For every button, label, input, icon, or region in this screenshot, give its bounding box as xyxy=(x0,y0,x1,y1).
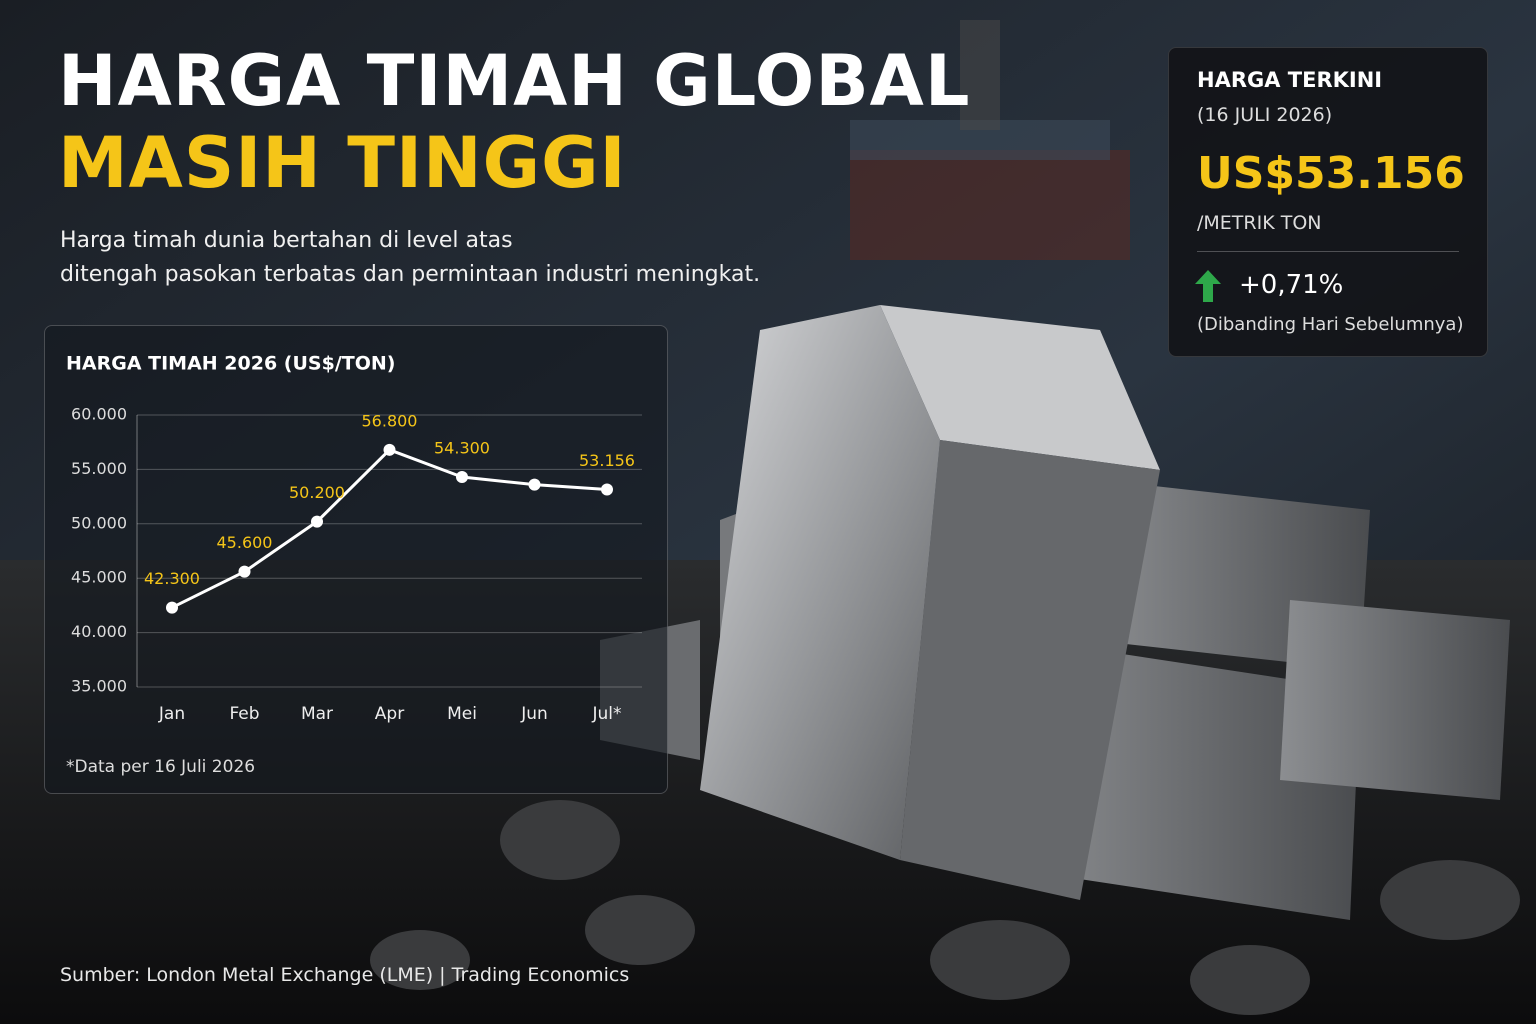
data-point xyxy=(166,601,178,614)
title-highlight: MASIH TINGGI xyxy=(58,122,627,204)
y-tick-label: 60.000 xyxy=(71,405,127,424)
data-point xyxy=(601,483,613,496)
subtitle: Harga timah dunia bertahan di level atas xyxy=(60,228,513,253)
title: HARGA TIMAH GLOBAL xyxy=(58,40,971,122)
data-point xyxy=(383,443,396,456)
data-label: 53.156 xyxy=(579,451,635,470)
data-point xyxy=(311,515,323,528)
y-tick-label: 50.000 xyxy=(71,513,127,532)
y-tick-label: 35.000 xyxy=(71,677,127,696)
data-label: 54.300 xyxy=(434,439,490,458)
y-tick-label: 45.000 xyxy=(71,568,127,587)
up-arrow xyxy=(1195,270,1221,302)
card-price: US$53.156 xyxy=(1197,148,1465,199)
source: Sumber: London Metal Exchange (LME) | Tr… xyxy=(60,964,630,986)
x-tick-label: Jul* xyxy=(591,704,621,724)
card-heading: HARGA TERKINI xyxy=(1197,68,1383,92)
data-label: 50.200 xyxy=(289,483,345,502)
x-tick-label: Mar xyxy=(301,704,333,724)
card-unit: /METRIK TON xyxy=(1197,212,1322,234)
x-tick-label: Mei xyxy=(447,704,477,724)
ore xyxy=(370,800,1520,1015)
subtitle: ditengah pasokan terbatas dan permintaan… xyxy=(60,262,761,287)
data-label: 45.600 xyxy=(217,533,273,552)
card-date: (16 JULI 2026) xyxy=(1197,104,1333,126)
chart-panel xyxy=(44,325,668,794)
x-tick-label: Jan xyxy=(158,704,185,724)
data-point xyxy=(238,565,251,578)
price-line xyxy=(171,448,608,609)
data-point xyxy=(456,471,468,484)
y-tick-label: 55.000 xyxy=(71,459,127,478)
price-card: HARGA TERKINI (16 JULI 2026) US$53.156 /… xyxy=(1168,47,1488,357)
x-tick-label: Feb xyxy=(229,704,259,724)
x-tick-label: Jun xyxy=(520,704,548,724)
x-tick-label: Apr xyxy=(375,704,404,724)
y-tick-label: 40.000 xyxy=(71,622,127,641)
card-change: +0,71% xyxy=(1239,270,1344,300)
chart-title: HARGA TIMAH 2026 (US$/TON) xyxy=(66,353,395,375)
divider xyxy=(1197,251,1459,252)
chart-note: *Data per 16 Juli 2026 xyxy=(66,757,255,777)
data-label: 42.300 xyxy=(144,569,200,588)
card-change-note: (Dibanding Hari Sebelumnya) xyxy=(1197,314,1464,335)
data-label: 56.800 xyxy=(362,411,418,430)
data-point xyxy=(528,478,541,491)
